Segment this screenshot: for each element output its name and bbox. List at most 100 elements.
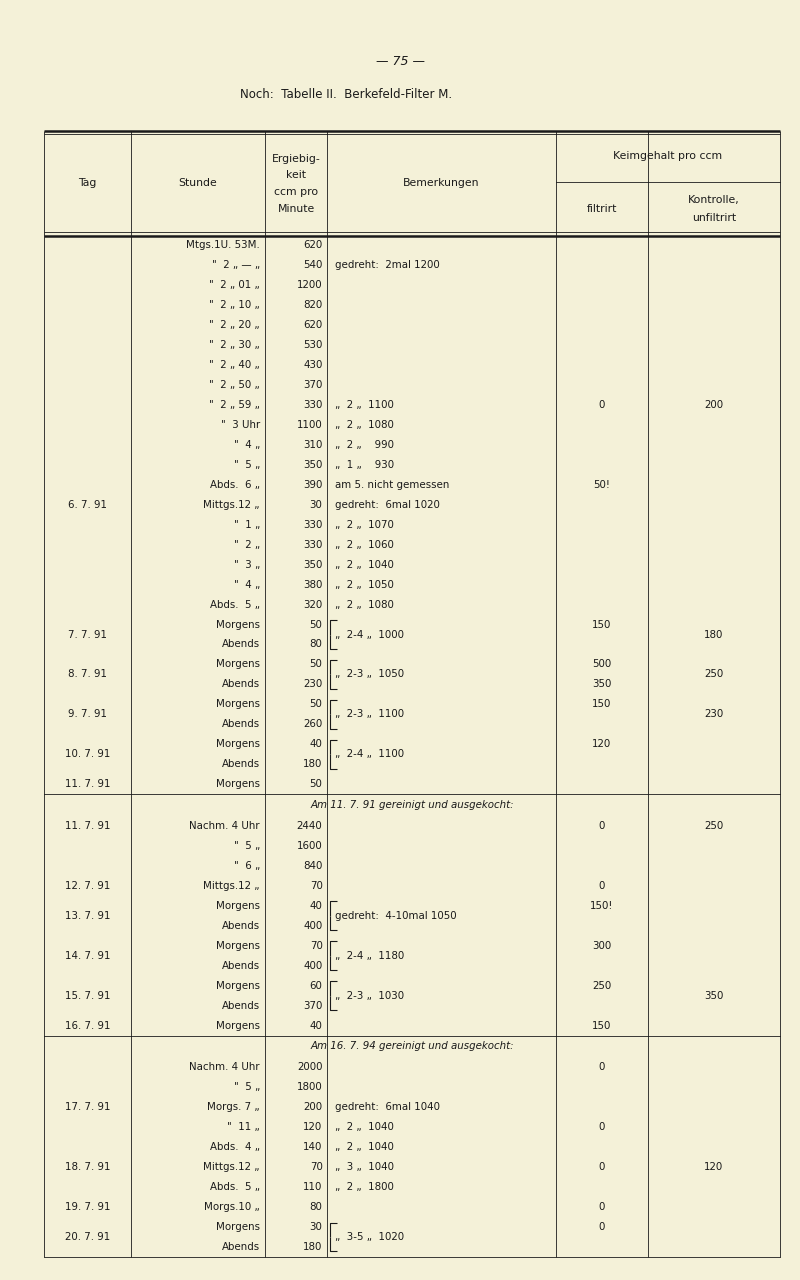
Text: 80: 80 <box>310 640 322 649</box>
Text: 230: 230 <box>704 709 723 719</box>
Text: „  1 „    930: „ 1 „ 930 <box>335 460 394 470</box>
Text: Morgs. 7 „: Morgs. 7 „ <box>207 1102 260 1112</box>
Text: "  11 „: " 11 „ <box>227 1123 260 1133</box>
Text: 0: 0 <box>598 401 605 410</box>
Text: unfiltrirt: unfiltrirt <box>692 212 736 223</box>
Text: Kontrolle,: Kontrolle, <box>688 195 740 205</box>
Text: 70: 70 <box>310 941 322 951</box>
Text: "  2 „ 01 „: " 2 „ 01 „ <box>210 280 260 291</box>
Text: Mittgs.12 „: Mittgs.12 „ <box>203 881 260 891</box>
Text: ccm pro: ccm pro <box>274 187 318 197</box>
Text: 320: 320 <box>303 599 322 609</box>
Text: 350: 350 <box>303 559 322 570</box>
Text: Keimgehalt pro ccm: Keimgehalt pro ccm <box>613 151 722 161</box>
Text: Morgens: Morgens <box>216 980 260 991</box>
Text: 120: 120 <box>592 740 611 749</box>
Text: Abends: Abends <box>222 640 260 649</box>
Text: „  2 „  1040: „ 2 „ 1040 <box>335 1142 394 1152</box>
Text: keit: keit <box>286 170 306 180</box>
Text: 13. 7. 91: 13. 7. 91 <box>65 911 110 920</box>
Text: Morgens: Morgens <box>216 740 260 749</box>
Text: Morgs.10 „: Morgs.10 „ <box>204 1202 260 1212</box>
Text: 16. 7. 91: 16. 7. 91 <box>65 1020 110 1030</box>
Text: Morgens: Morgens <box>216 1222 260 1233</box>
Text: 540: 540 <box>303 260 322 270</box>
Text: Mittgs.12 „: Mittgs.12 „ <box>203 1162 260 1172</box>
Text: 150: 150 <box>592 620 611 630</box>
Text: 8. 7. 91: 8. 7. 91 <box>68 669 107 680</box>
Text: 50: 50 <box>310 659 322 669</box>
Text: 180: 180 <box>303 759 322 769</box>
Text: "  2 „ 50 „: " 2 „ 50 „ <box>210 380 260 390</box>
Text: 200: 200 <box>704 401 723 410</box>
Text: Abends: Abends <box>222 680 260 690</box>
Text: Morgens: Morgens <box>216 1020 260 1030</box>
Text: Nachm. 4 Uhr: Nachm. 4 Uhr <box>190 1062 260 1073</box>
Text: gedreht:  4-10mal 1050: gedreht: 4-10mal 1050 <box>335 911 457 920</box>
Text: Abds.  6 „: Abds. 6 „ <box>210 480 260 490</box>
Text: 330: 330 <box>303 520 322 530</box>
Text: 2000: 2000 <box>297 1062 322 1073</box>
Text: Nachm. 4 Uhr: Nachm. 4 Uhr <box>190 820 260 831</box>
Text: Morgens: Morgens <box>216 941 260 951</box>
Text: 250: 250 <box>704 820 723 831</box>
Text: 200: 200 <box>303 1102 322 1112</box>
Text: 260: 260 <box>303 719 322 730</box>
Text: "  2 „ 30 „: " 2 „ 30 „ <box>210 340 260 351</box>
Text: "  6 „: " 6 „ <box>234 861 260 870</box>
Text: 180: 180 <box>704 630 723 640</box>
Text: Tag: Tag <box>78 178 97 188</box>
Text: "  2 „ 59 „: " 2 „ 59 „ <box>209 401 260 410</box>
Text: Minute: Minute <box>278 204 314 214</box>
Text: "  2 „ 10 „: " 2 „ 10 „ <box>210 301 260 310</box>
Text: Abends: Abends <box>222 920 260 931</box>
Text: „  2-4 „  1000: „ 2-4 „ 1000 <box>335 630 404 640</box>
Text: 820: 820 <box>303 301 322 310</box>
Text: Bemerkungen: Bemerkungen <box>403 178 480 188</box>
Text: 60: 60 <box>310 980 322 991</box>
Text: 180: 180 <box>303 1242 322 1252</box>
Text: „  2-3 „  1030: „ 2-3 „ 1030 <box>335 991 405 1001</box>
Text: 7. 7. 91: 7. 7. 91 <box>68 630 107 640</box>
Text: 50: 50 <box>310 699 322 709</box>
Text: 70: 70 <box>310 881 322 891</box>
Text: 12. 7. 91: 12. 7. 91 <box>65 881 110 891</box>
Text: Abds.  4 „: Abds. 4 „ <box>210 1142 260 1152</box>
Text: Abends: Abends <box>222 759 260 769</box>
Text: „  3-5 „  1020: „ 3-5 „ 1020 <box>335 1233 405 1242</box>
Text: 2440: 2440 <box>297 820 322 831</box>
Text: 530: 530 <box>303 340 322 351</box>
Text: 40: 40 <box>310 1020 322 1030</box>
Text: 330: 330 <box>303 401 322 410</box>
Text: "  2 „ 20 „: " 2 „ 20 „ <box>210 320 260 330</box>
Text: 1800: 1800 <box>297 1083 322 1092</box>
Text: "  5 „: " 5 „ <box>234 1083 260 1092</box>
Text: 18. 7. 91: 18. 7. 91 <box>65 1162 110 1172</box>
Text: 50!: 50! <box>593 480 610 490</box>
Text: Morgens: Morgens <box>216 780 260 790</box>
Text: 250: 250 <box>592 980 611 991</box>
Text: Am 16. 7. 94 gereinigt und ausgekocht:: Am 16. 7. 94 gereinigt und ausgekocht: <box>310 1042 514 1051</box>
Text: 0: 0 <box>598 1202 605 1212</box>
Text: 40: 40 <box>310 901 322 911</box>
Text: „  2 „  1070: „ 2 „ 1070 <box>335 520 394 530</box>
Text: „  2 „  1100: „ 2 „ 1100 <box>335 401 394 410</box>
Text: Am 11. 7. 91 gereinigt und ausgekocht:: Am 11. 7. 91 gereinigt und ausgekocht: <box>310 800 514 810</box>
Text: Abends: Abends <box>222 719 260 730</box>
Text: "  2 „ — „: " 2 „ — „ <box>212 260 260 270</box>
Text: 140: 140 <box>303 1142 322 1152</box>
Text: 0: 0 <box>598 881 605 891</box>
Text: 110: 110 <box>303 1183 322 1192</box>
Text: Morgens: Morgens <box>216 659 260 669</box>
Text: 19. 7. 91: 19. 7. 91 <box>65 1202 110 1212</box>
Text: „  2-4 „  1180: „ 2-4 „ 1180 <box>335 951 405 961</box>
Text: 430: 430 <box>303 360 322 370</box>
Text: 230: 230 <box>303 680 322 690</box>
Text: 390: 390 <box>303 480 322 490</box>
Text: filtrirt: filtrirt <box>586 204 617 214</box>
Text: 400: 400 <box>303 920 322 931</box>
Text: Abds.  5 „: Abds. 5 „ <box>210 1183 260 1192</box>
Text: 17. 7. 91: 17. 7. 91 <box>65 1102 110 1112</box>
Text: 840: 840 <box>303 861 322 870</box>
Text: „  2-3 „  1100: „ 2-3 „ 1100 <box>335 709 405 719</box>
